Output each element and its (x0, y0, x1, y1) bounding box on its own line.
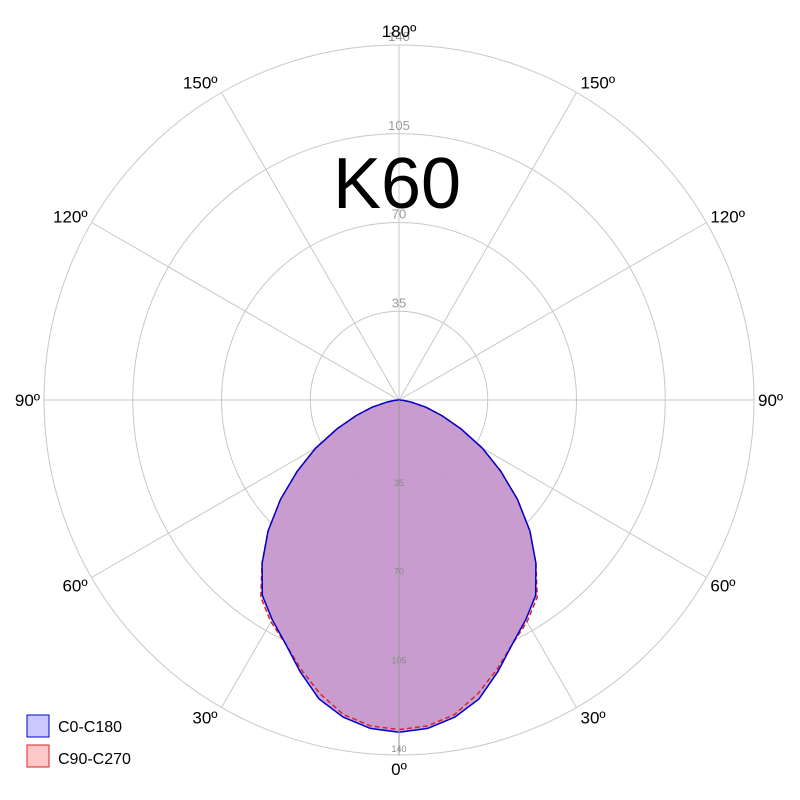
angle-label-240: 120º (53, 208, 88, 227)
legend-swatch-c0-c180 (26, 714, 50, 738)
angle-label-300: 60º (62, 577, 87, 596)
chart-title: K60 (333, 144, 461, 224)
legend: C0-C180 C90-C270 (26, 714, 131, 768)
ring-label-bottom-140: 140 (391, 744, 406, 754)
grid-spoke-210 (221, 92, 400, 401)
angle-label-210: 150º (183, 74, 218, 93)
series-layer (260, 399, 538, 755)
angle-label-90: 90º (758, 391, 783, 410)
legend-label-c90-c270: C90-C270 (58, 751, 131, 768)
angle-label-30: 30º (581, 708, 606, 727)
grid-spoke-150 (398, 92, 577, 401)
grid-spoke-240 (91, 222, 400, 401)
angle-label-0: 0º (391, 760, 407, 779)
grid-spoke-120 (398, 222, 707, 401)
legend-swatch-c90-c270 (26, 744, 50, 768)
ring-label-bottom-105: 105 (391, 655, 406, 665)
ring-label-top-105: 105 (388, 118, 410, 133)
angle-label-270: 90º (15, 391, 40, 410)
ring-label-bottom-35: 35 (394, 478, 404, 488)
ring-label-bottom-70: 70 (394, 567, 404, 577)
angle-label-330: 30º (192, 708, 217, 727)
angle-label-60: 60º (710, 577, 735, 596)
ring-label-top-35: 35 (392, 295, 406, 310)
ring-label-top-140: 140 (388, 29, 410, 44)
ring-label-top-70: 70 (392, 207, 406, 222)
angle-label-180: 180º (382, 22, 417, 41)
legend-label-c0-c180: C0-C180 (58, 719, 122, 736)
angle-label-120: 120º (710, 208, 745, 227)
angle-label-150: 150º (581, 74, 616, 93)
